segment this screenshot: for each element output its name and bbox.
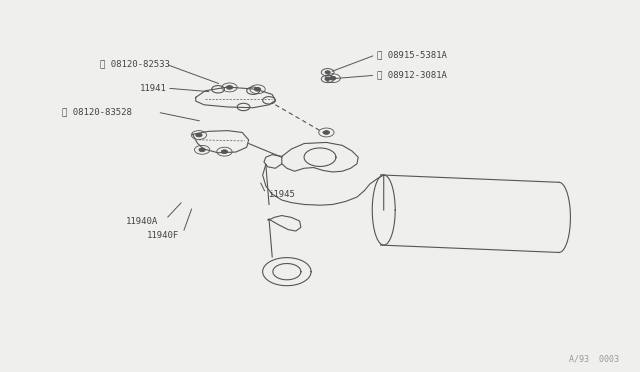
Circle shape xyxy=(227,86,233,89)
Circle shape xyxy=(199,148,205,152)
Circle shape xyxy=(254,87,260,91)
Text: A/93  0003: A/93 0003 xyxy=(570,354,620,363)
Text: 11940A: 11940A xyxy=(125,217,158,225)
Text: 11940F: 11940F xyxy=(147,231,179,240)
Circle shape xyxy=(325,77,330,80)
Text: i1945: i1945 xyxy=(268,190,294,199)
Circle shape xyxy=(330,76,336,80)
Circle shape xyxy=(323,131,330,134)
Text: Ⓑ 08120-82533: Ⓑ 08120-82533 xyxy=(100,60,170,69)
Text: Ⓦ 08915-5381A: Ⓦ 08915-5381A xyxy=(378,51,447,60)
Circle shape xyxy=(196,133,202,137)
Circle shape xyxy=(221,150,228,154)
Text: 11941: 11941 xyxy=(140,84,167,93)
Text: Ⓑ 08120-83528: Ⓑ 08120-83528 xyxy=(62,108,132,117)
Circle shape xyxy=(325,71,330,74)
Text: Ⓝ 08912-3081A: Ⓝ 08912-3081A xyxy=(378,71,447,80)
